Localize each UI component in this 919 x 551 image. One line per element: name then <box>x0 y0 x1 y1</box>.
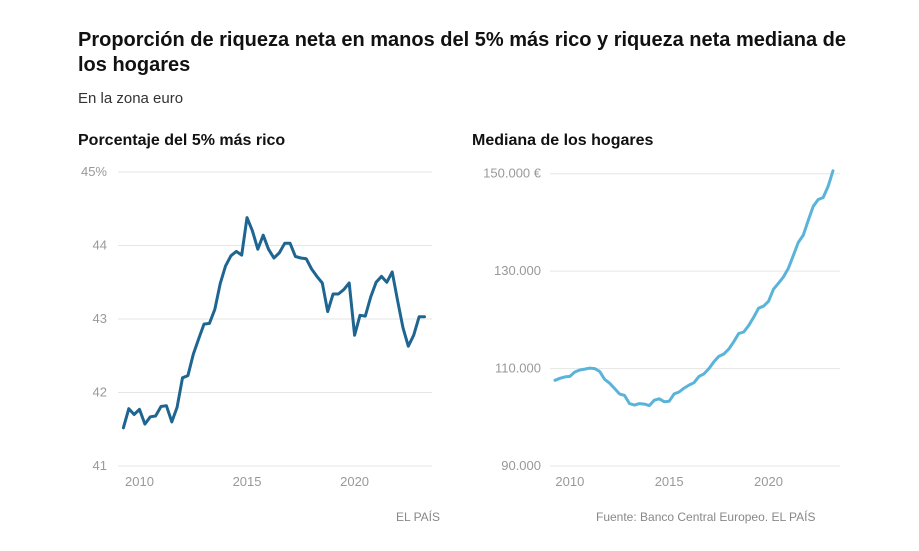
left-y-tick-label: 44 <box>93 238 107 253</box>
left-y-tick-label: 45% <box>81 164 107 179</box>
right-series-line <box>553 169 835 408</box>
left-chart: 41 42 43 44 45% 2010 2015 2020 <box>81 164 432 489</box>
left-source: EL PAÍS <box>396 510 441 524</box>
chart-subtitle: En la zona euro <box>78 90 184 107</box>
right-x-tick-label: 2015 <box>655 474 684 489</box>
left-y-tick-label: 43 <box>93 311 107 326</box>
left-panel-title: Porcentaje del 5% más rico <box>78 132 286 149</box>
right-source: Fuente: Banco Central Europeo. EL PAÍS <box>596 510 816 524</box>
left-x-tick-label: 2010 <box>125 474 154 489</box>
right-x-tick-label: 2010 <box>555 474 584 489</box>
left-x-tick-label: 2015 <box>233 474 262 489</box>
left-x-tick-label: 2020 <box>340 474 369 489</box>
right-panel-title: Mediana de los hogares <box>472 132 654 149</box>
chart-title: Proporción de riqueza neta en manos del … <box>78 29 847 76</box>
right-x-tick-label: 2020 <box>754 474 783 489</box>
left-y-tick-label: 41 <box>93 458 107 473</box>
left-y-tick-label: 42 <box>93 385 107 400</box>
right-chart: 90.000 110.000 130.000 150.000 € 2010 2015 202… <box>483 166 840 489</box>
right-y-tick-label: 110.000 <box>495 361 541 376</box>
right-y-tick-label: 130.000 <box>494 263 541 278</box>
right-y-tick-label: 150.000 € <box>483 166 542 181</box>
left-series-line <box>121 216 426 430</box>
right-y-tick-label: 90.000 <box>501 458 541 473</box>
